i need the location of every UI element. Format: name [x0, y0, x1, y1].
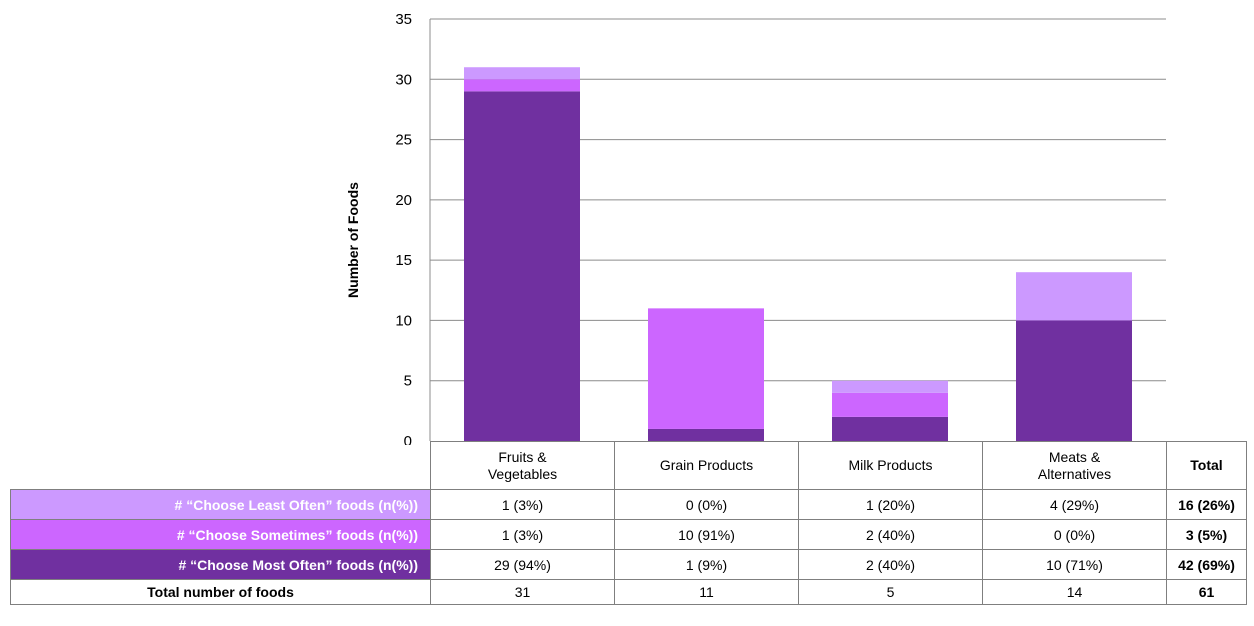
table-row-total: Total number of foods 31 11 5 14 61: [10, 579, 1247, 605]
total-row-label: Total number of foods: [10, 579, 431, 605]
table-total-cell: 16 (26%): [1166, 489, 1247, 520]
legend-label-least-often: # “Choose Least Often” foods (n(%)): [10, 489, 431, 520]
y-tick-label: 5: [404, 373, 412, 390]
table-row-most-often: # “Choose Most Often” foods (n(%)) 29 (9…: [10, 549, 1247, 580]
category-header: Fruits & Vegetables: [430, 441, 615, 490]
y-tick-label: 10: [395, 312, 412, 329]
table-cell: 1 (20%): [798, 489, 983, 520]
table-cell: 31: [430, 579, 615, 605]
table-cell: 2 (40%): [798, 549, 983, 580]
y-tick-label: 20: [395, 192, 412, 209]
legend-label-most-often: # “Choose Most Often” foods (n(%)): [10, 549, 431, 580]
table-cell: 29 (94%): [430, 549, 615, 580]
y-tick-label: 25: [395, 132, 412, 149]
table-total-cell: 61: [1166, 579, 1247, 605]
y-axis-label: Number of Foods: [345, 182, 361, 298]
table-cell: 0 (0%): [982, 519, 1167, 550]
table-cell: 2 (40%): [798, 519, 983, 550]
total-header: Total: [1166, 441, 1247, 490]
table-cell: 5: [798, 579, 983, 605]
table-cell: 1 (9%): [614, 549, 799, 580]
chart-plot: 0 5 10 15 20 25 30 35 Number of Foods: [345, 11, 1166, 445]
table-cell: 4 (29%): [982, 489, 1167, 520]
bar-segment: [464, 79, 580, 92]
bar-segment: [1016, 320, 1132, 441]
table-cell: 0 (0%): [614, 489, 799, 520]
bar-segment: [1016, 272, 1132, 321]
table-cell: 11: [614, 579, 799, 605]
y-axis-ticks: 0 5 10 15 20 25 30 35: [395, 11, 412, 445]
table-cell: 10 (71%): [982, 549, 1167, 580]
bar-segment: [832, 380, 948, 393]
table-header-row: Fruits & Vegetables Grain Products Milk P…: [11, 441, 1247, 490]
bar-segment: [832, 416, 948, 441]
bar-segment: [832, 392, 948, 417]
table-row-sometimes: # “Choose Sometimes” foods (n(%)) 1 (3%)…: [10, 519, 1247, 550]
table-cell: 1 (3%): [430, 519, 615, 550]
category-header: Grain Products: [614, 441, 799, 490]
bars: [464, 67, 1132, 441]
bar-segment: [648, 308, 764, 429]
bar-segment: [464, 91, 580, 441]
table-total-cell: 42 (69%): [1166, 549, 1247, 580]
table-row-least-often: # “Choose Least Often” foods (n(%)) 1 (3…: [10, 489, 1247, 520]
bar-segment: [648, 428, 764, 441]
y-tick-label: 0: [404, 433, 412, 445]
table-cell: 10 (91%): [614, 519, 799, 550]
legend-label-sometimes: # “Choose Sometimes” foods (n(%)): [10, 519, 431, 550]
y-tick-label: 15: [395, 252, 412, 269]
y-tick-label: 30: [395, 71, 412, 88]
category-header: Milk Products: [798, 441, 983, 490]
table-cell: 1 (3%): [430, 489, 615, 520]
data-table: Fruits & Vegetables Grain Products Milk P…: [10, 441, 1247, 605]
category-header: Meats & Alternatives: [982, 441, 1167, 490]
table-total-cell: 3 (5%): [1166, 519, 1247, 550]
table-corner: [11, 442, 431, 490]
bar-segment: [464, 67, 580, 80]
table-cell: 14: [982, 579, 1167, 605]
y-tick-label: 35: [395, 11, 412, 28]
